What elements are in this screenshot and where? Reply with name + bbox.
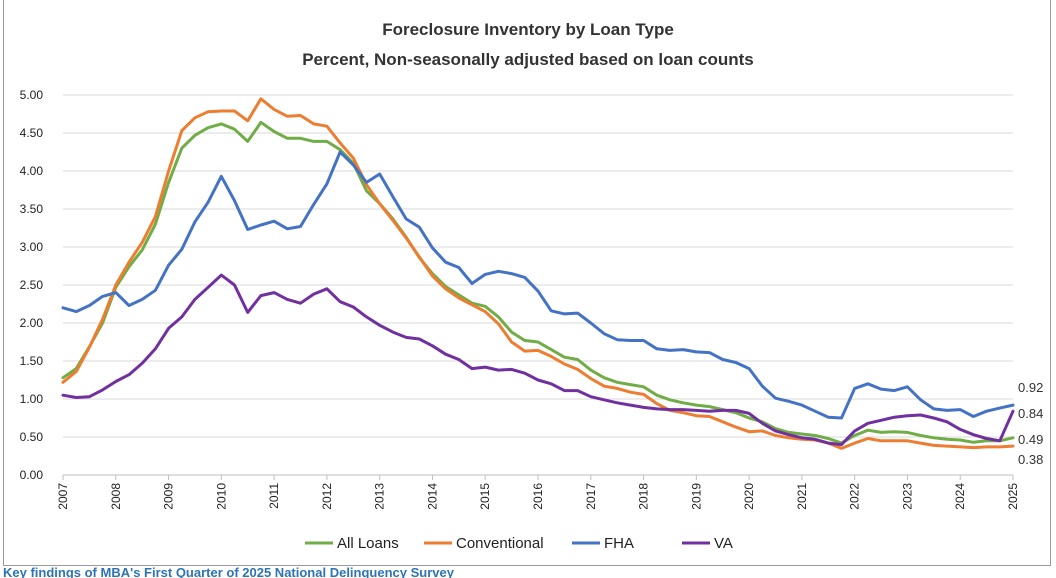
x-tick-label: 2023 [900,483,914,510]
y-tick-label: 3.00 [20,240,44,254]
legend-label: Conventional [456,535,544,552]
y-tick-label: 0.50 [20,430,44,444]
x-tick-label: 2009 [162,483,176,510]
end-value-label: 0.49 [1018,432,1043,447]
x-tick-label: 2015 [478,483,492,510]
x-tick-label: 2011 [267,483,281,509]
y-tick-label: 2.50 [20,278,44,292]
chart-frame [3,0,1051,566]
x-tick-label: 2010 [214,483,228,510]
y-tick-label: 1.00 [20,392,44,406]
y-tick-label: 1.50 [20,354,44,368]
x-tick-label: 2008 [109,483,123,510]
x-tick-label: 2022 [848,483,862,510]
series-lines [61,97,1015,450]
x-tick-label: 2025 [1006,483,1020,510]
series-line-all-loans [61,120,1015,445]
legend-label: FHA [604,535,634,552]
y-tick-label: 5.00 [20,88,44,102]
y-tick-label: 2.00 [20,316,44,330]
axes: 0.00 0.50 1.00 1.50 2.00 2.50 3.00 3.50 4.00 4.50… [20,88,1020,510]
end-labels: 0.49 0.38 0.92 0.84 [1018,380,1043,467]
y-tick-label: 4.50 [20,126,44,140]
y-tick-label: 3.50 [20,202,44,216]
x-tick-label: 2007 [56,483,70,510]
series-line-conventional [61,97,1015,450]
gridlines [63,94,1013,438]
legend: All Loans Conventional FHA VA [305,535,733,552]
x-tick-label: 2016 [531,483,545,510]
end-value-label: 0.38 [1018,452,1043,467]
x-tick-label: 2019 [689,483,703,510]
end-value-label: 0.84 [1018,406,1043,421]
y-tick-label: 4.00 [20,164,44,178]
x-tick-label: 2017 [584,483,598,510]
end-value-label: 0.92 [1018,380,1043,395]
x-tick-label: 2012 [320,483,334,510]
x-tick-label: 2024 [953,483,967,510]
chart-subtitle: Percent, Non-seasonally adjusted based o… [302,50,754,69]
figure-caption: Key findings of MBA's First Quarter of 2… [3,566,454,578]
legend-label: VA [714,535,733,552]
series-line-fha [61,150,1015,420]
x-tick-label: 2014 [425,483,439,510]
x-tick-label: 2020 [742,483,756,510]
x-tick-label: 2013 [373,483,387,510]
x-tick-label: 2018 [637,483,651,510]
legend-label: All Loans [337,535,399,552]
y-tick-label: 0.00 [20,468,44,482]
series-line-va [61,273,1015,447]
x-tick-label: 2021 [795,483,809,510]
chart-title: Foreclosure Inventory by Loan Type [382,20,674,39]
